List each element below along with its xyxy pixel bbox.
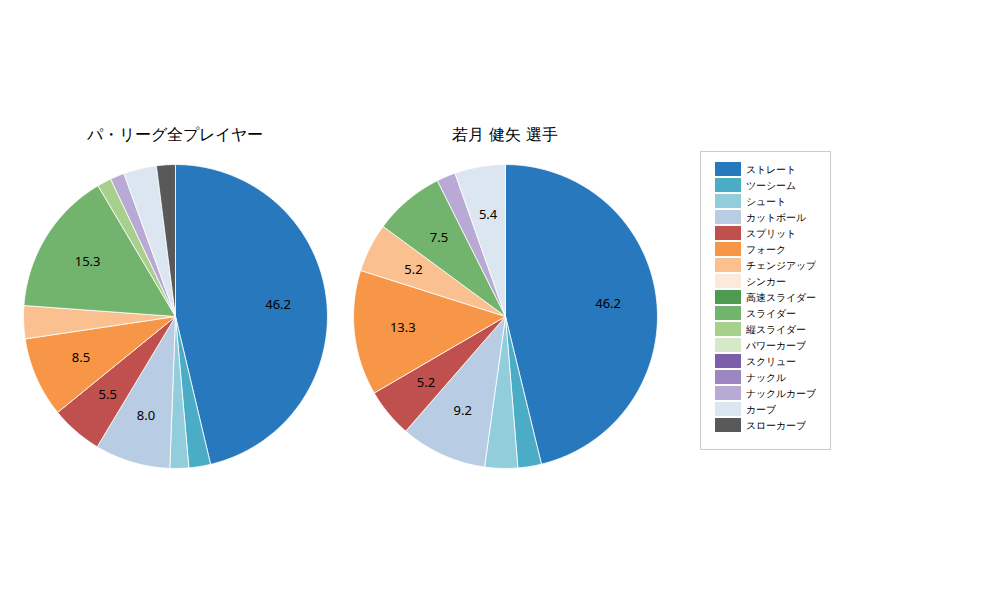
html-text:ナックル: ナックル	[746, 369, 786, 384]
svg-text:5.2: 5.2	[417, 372, 435, 390]
html-text:パ・リーグ全プレイヤー: パ・リーグ全プレイヤー	[87, 124, 263, 144]
html-text:縦スライダー: 縦スライダー	[746, 321, 806, 336]
html-text:シンカー: シンカー	[746, 273, 786, 288]
html-text:チェンジアップ: チェンジアップ	[746, 257, 816, 272]
html-text:フォーク: フォーク	[746, 241, 786, 256]
svg-text:9.2: 9.2	[454, 400, 472, 418]
html-text:ストレート: ストレート	[746, 161, 796, 176]
html-text:スライダー: スライダー	[746, 305, 796, 320]
svg-text:8.5: 8.5	[72, 348, 90, 366]
html-text:高速スライダー: 高速スライダー	[746, 289, 816, 304]
svg-text:13.3: 13.3	[390, 317, 416, 335]
html-text:スプリット: スプリット	[746, 225, 796, 240]
svg-text:15.3: 15.3	[75, 252, 101, 270]
svg-text:5.4: 5.4	[479, 204, 498, 222]
html-text:スクリュー: スクリュー	[746, 353, 796, 368]
html-text:カットボール: カットボール	[746, 209, 806, 224]
html-text:若月 健矢 選手: 若月 健矢 選手	[451, 124, 559, 144]
html-text:ナックルカーブ: ナックルカーブ	[746, 385, 816, 400]
html-text:パワーカーブ: パワーカーブ	[746, 337, 806, 352]
svg-text:8.0: 8.0	[137, 405, 155, 423]
svg-text:7.5: 7.5	[430, 227, 448, 245]
svg-text:46.2: 46.2	[265, 294, 291, 312]
html-text:シュート: シュート	[746, 193, 786, 208]
svg-text:5.5: 5.5	[99, 384, 117, 402]
html-text:カーブ: カーブ	[746, 401, 776, 416]
svg-text:5.2: 5.2	[404, 259, 422, 277]
html-text:ツーシーム: ツーシーム	[746, 177, 796, 192]
html-text:スローカーブ: スローカーブ	[746, 417, 806, 432]
svg-text:46.2: 46.2	[595, 294, 621, 312]
